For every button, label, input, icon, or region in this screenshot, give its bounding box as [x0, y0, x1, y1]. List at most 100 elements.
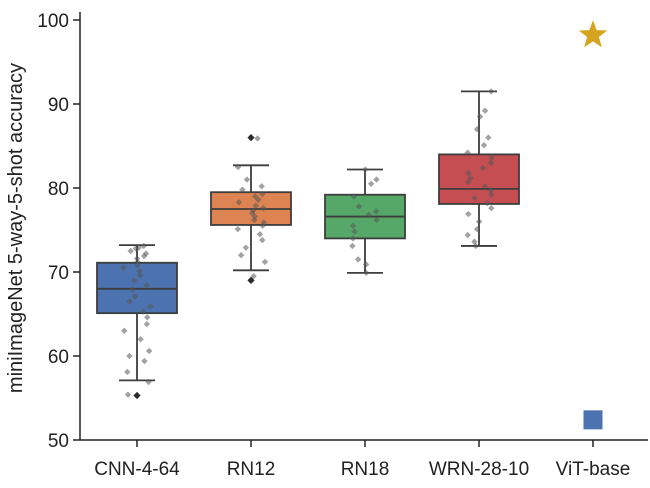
- data-point: [464, 149, 471, 156]
- data-point: [481, 107, 489, 114]
- data-point: [471, 194, 478, 202]
- outlier-point: [133, 391, 141, 400]
- y-tick-label: 70: [48, 263, 69, 284]
- outlier-point: [247, 134, 255, 142]
- data-point: [372, 208, 380, 215]
- data-point: [465, 178, 472, 186]
- data-point: [133, 255, 141, 262]
- data-point: [251, 216, 258, 224]
- data-point: [254, 135, 261, 142]
- data-point: [464, 231, 471, 239]
- y-tick-label: 50: [48, 431, 69, 452]
- data-point: [373, 176, 380, 183]
- data-point: [488, 191, 495, 198]
- y-axis-label: miniImageNet 5-way-5-shot accuracy: [5, 63, 27, 393]
- y-tick-label: 80: [48, 179, 69, 200]
- data-point: [465, 169, 472, 177]
- data-point: [259, 222, 266, 229]
- data-point: [351, 228, 358, 235]
- data-point: [261, 258, 269, 266]
- data-point: [362, 261, 370, 268]
- data-point: [255, 196, 262, 203]
- data-point: [234, 163, 242, 171]
- data-point: [488, 204, 495, 212]
- box-group-cnn-4-64: [96, 242, 178, 400]
- data-point: [140, 242, 147, 250]
- data-point: [249, 207, 257, 214]
- data-point: [140, 252, 148, 260]
- data-point: [251, 193, 259, 200]
- data-point: [487, 159, 495, 166]
- data-point: [131, 277, 138, 284]
- data-point: [349, 235, 357, 242]
- box-group-wrn-28-10: [438, 88, 520, 250]
- data-point: [136, 272, 144, 279]
- data-point: [484, 199, 491, 207]
- y-tick-label: 60: [48, 347, 69, 368]
- data-point: [363, 269, 370, 277]
- data-point: [147, 303, 154, 310]
- x-tick-label: CNN-4-64: [94, 459, 180, 480]
- data-point: [476, 113, 484, 120]
- boxplots: [96, 88, 520, 400]
- data-point: [134, 258, 141, 266]
- data-point: [473, 126, 481, 133]
- data-point: [139, 308, 147, 315]
- data-point: [479, 164, 487, 172]
- data-point: [126, 352, 133, 360]
- y-tick-label: 90: [48, 95, 69, 116]
- data-point: [120, 264, 127, 271]
- data-point: [487, 88, 495, 95]
- data-point: [143, 282, 150, 289]
- outlier-point: [247, 276, 255, 284]
- vit-markers: [578, 20, 608, 430]
- data-point: [481, 183, 489, 190]
- x-tick-label: WRN-28-10: [429, 459, 529, 480]
- data-point: [136, 267, 143, 275]
- data-point: [260, 204, 267, 212]
- data-point: [488, 154, 495, 161]
- data-point: [472, 242, 479, 250]
- data-point: [121, 327, 128, 334]
- data-point: [243, 176, 251, 183]
- data-point: [256, 231, 264, 238]
- square-marker: [583, 410, 603, 430]
- data-point: [234, 225, 242, 233]
- x-tick-label: ViT-base: [556, 459, 631, 480]
- data-point: [350, 193, 358, 200]
- data-point: [252, 202, 260, 209]
- data-point: [141, 357, 148, 365]
- data-point: [237, 252, 245, 259]
- data-point: [127, 247, 134, 255]
- data-point: [132, 245, 139, 252]
- box-iqr: [438, 153, 520, 205]
- data-point: [137, 336, 144, 343]
- data-point: [354, 256, 362, 263]
- data-point: [258, 183, 265, 190]
- data-point: [367, 180, 375, 187]
- data-point: [239, 186, 246, 193]
- data-point: [124, 391, 132, 398]
- x-tick-label: RN18: [341, 459, 390, 480]
- data-point: [373, 216, 380, 224]
- data-point: [349, 222, 357, 229]
- data-point: [143, 320, 151, 328]
- data-point: [242, 244, 250, 251]
- y-tick-label: 100: [37, 11, 69, 32]
- data-point: [362, 166, 369, 173]
- box-group-rn12: [210, 134, 292, 284]
- data-point: [355, 203, 363, 210]
- data-point: [131, 293, 139, 300]
- data-point: [475, 218, 483, 225]
- data-point: [145, 347, 153, 355]
- x-axis-ticks: CNN-4-64 RN12 RN18 WRN-28-10 ViT-base: [94, 440, 630, 480]
- data-point: [485, 134, 492, 141]
- data-point: [480, 141, 488, 149]
- data-point: [235, 199, 243, 206]
- y-axis-ticks: 50 60 70 80 90 100: [37, 11, 80, 452]
- data-point: [487, 187, 494, 194]
- star-marker: [578, 20, 608, 48]
- data-point: [145, 378, 152, 386]
- data-point: [473, 225, 481, 233]
